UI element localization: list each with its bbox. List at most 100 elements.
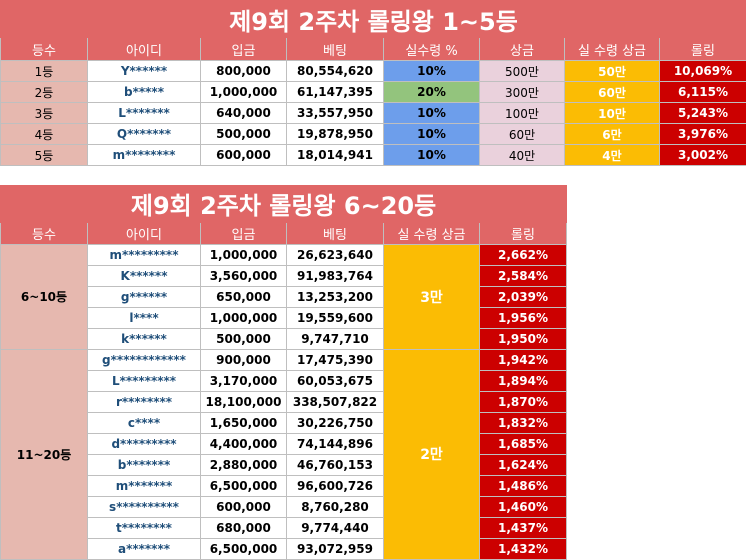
real-prize-cell: 50만 <box>565 61 660 82</box>
rolling-cell: 3,976% <box>660 124 746 145</box>
header-bet: 베팅 <box>287 38 384 61</box>
header-rank: 등수 <box>1 222 88 244</box>
prize-cell: 40만 <box>480 145 565 166</box>
prize-cell: 300만 <box>480 82 565 103</box>
rolling-cell: 1,624% <box>480 454 567 475</box>
header-rate: 실수령 % <box>384 38 480 61</box>
table1-title: 제9회 2주차 롤링왕 1~5등 <box>1 1 746 38</box>
rate-cell: 10% <box>384 145 480 166</box>
real-prize-cell: 4만 <box>565 145 660 166</box>
header-deposit: 입금 <box>201 38 287 61</box>
deposit-cell: 800,000 <box>201 61 287 82</box>
rank-cell: 3등 <box>1 103 88 124</box>
real-prize-cell: 10만 <box>565 103 660 124</box>
bet-cell: 26,623,640 <box>287 244 384 265</box>
rank-cell: 4등 <box>1 124 88 145</box>
deposit-cell: 640,000 <box>201 103 287 124</box>
group-prize-cell: 3만 <box>384 244 480 349</box>
table2-title: 제9회 2주차 롤링왕 6~20등 <box>1 185 567 222</box>
bet-cell: 61,147,395 <box>287 82 384 103</box>
user-id-cell: Q******* <box>88 124 201 145</box>
rolling-cell: 1,956% <box>480 307 567 328</box>
prize-cell: 60만 <box>480 124 565 145</box>
deposit-cell: 4,400,000 <box>201 433 287 454</box>
bet-cell: 13,253,200 <box>287 286 384 307</box>
bet-cell: 91,983,764 <box>287 265 384 286</box>
rate-cell: 10% <box>384 103 480 124</box>
deposit-cell: 1,000,000 <box>201 82 287 103</box>
user-id-cell: m********* <box>88 244 201 265</box>
rank-cell: 2등 <box>1 82 88 103</box>
deposit-cell: 1,000,000 <box>201 244 287 265</box>
deposit-cell: 900,000 <box>201 349 287 370</box>
user-id-cell: K****** <box>88 265 201 286</box>
deposit-cell: 1,000,000 <box>201 307 287 328</box>
deposit-cell: 680,000 <box>201 517 287 538</box>
bet-cell: 9,774,440 <box>287 517 384 538</box>
rolling-cell: 1,437% <box>480 517 567 538</box>
rolling-cell: 6,115% <box>660 82 746 103</box>
user-id-cell: a******* <box>88 538 201 559</box>
deposit-cell: 1,650,000 <box>201 412 287 433</box>
rolling-cell: 2,662% <box>480 244 567 265</box>
rolling-cell: 1,486% <box>480 475 567 496</box>
rolling-cell: 3,002% <box>660 145 746 166</box>
rolling-cell: 1,950% <box>480 328 567 349</box>
user-id-cell: s********** <box>88 496 201 517</box>
deposit-cell: 600,000 <box>201 145 287 166</box>
rolling-cell: 1,685% <box>480 433 567 454</box>
user-id-cell: b***** <box>88 82 201 103</box>
rate-cell: 10% <box>384 124 480 145</box>
bet-cell: 60,053,675 <box>287 370 384 391</box>
header-deposit: 입금 <box>201 222 287 244</box>
user-id-cell: b******* <box>88 454 201 475</box>
rate-cell: 10% <box>384 61 480 82</box>
deposit-cell: 18,100,000 <box>201 391 287 412</box>
bet-cell: 8,760,280 <box>287 496 384 517</box>
rolling-cell: 5,243% <box>660 103 746 124</box>
deposit-cell: 6,500,000 <box>201 475 287 496</box>
bet-cell: 96,600,726 <box>287 475 384 496</box>
header-rank: 등수 <box>1 38 88 61</box>
deposit-cell: 2,880,000 <box>201 454 287 475</box>
deposit-cell: 3,170,000 <box>201 370 287 391</box>
table2-header-row: 등수 아이디 입금 베팅 실 수령 상금 롤링 <box>1 222 567 244</box>
deposit-cell: 500,000 <box>201 328 287 349</box>
rate-cell: 20% <box>384 82 480 103</box>
rolling-cell: 10,069% <box>660 61 746 82</box>
rolling-cell: 1,870% <box>480 391 567 412</box>
rolling-cell: 2,039% <box>480 286 567 307</box>
deposit-cell: 6,500,000 <box>201 538 287 559</box>
user-id-cell: m******** <box>88 145 201 166</box>
user-id-cell: Y****** <box>88 61 201 82</box>
user-id-cell: r******** <box>88 391 201 412</box>
table1-header-row: 등수 아이디 입금 베팅 실수령 % 상금 실 수령 상금 롤링 <box>1 38 746 61</box>
header-bet: 베팅 <box>287 222 384 244</box>
rolling-cell: 1,432% <box>480 538 567 559</box>
user-id-cell: c**** <box>88 412 201 433</box>
header-real-prize: 실 수령 상금 <box>384 222 480 244</box>
bet-cell: 80,554,620 <box>287 61 384 82</box>
rolling-cell: 1,832% <box>480 412 567 433</box>
prize-cell: 100만 <box>480 103 565 124</box>
rank-cell: 1등 <box>1 61 88 82</box>
deposit-cell: 650,000 <box>201 286 287 307</box>
bet-cell: 33,557,950 <box>287 103 384 124</box>
prize-cell: 500만 <box>480 61 565 82</box>
bet-cell: 9,747,710 <box>287 328 384 349</box>
header-id: 아이디 <box>88 38 201 61</box>
header-id: 아이디 <box>88 222 201 244</box>
user-id-cell: d********* <box>88 433 201 454</box>
rolling-cell: 2,584% <box>480 265 567 286</box>
bet-cell: 93,072,959 <box>287 538 384 559</box>
header-real-prize: 실 수령 상금 <box>565 38 660 61</box>
user-id-cell: g************ <box>88 349 201 370</box>
deposit-cell: 3,560,000 <box>201 265 287 286</box>
rank-cell: 5등 <box>1 145 88 166</box>
header-prize: 상금 <box>480 38 565 61</box>
bet-cell: 18,014,941 <box>287 145 384 166</box>
